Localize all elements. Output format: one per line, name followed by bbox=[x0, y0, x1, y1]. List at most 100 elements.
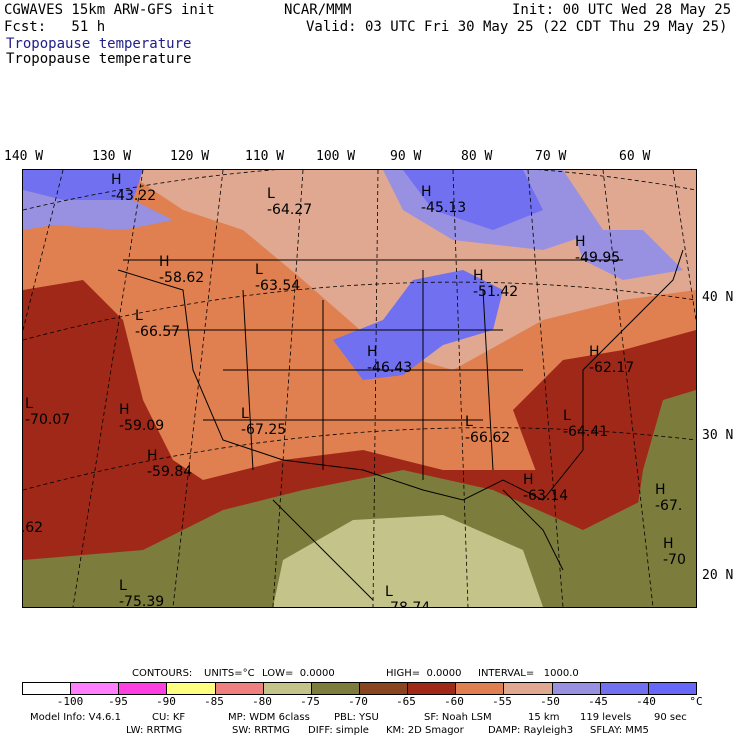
center-label: L -66.62 bbox=[465, 414, 511, 446]
model-info: SW: RRTMG bbox=[232, 725, 290, 736]
legend-tick: -90 bbox=[156, 695, 176, 708]
lon-label: 90 W bbox=[390, 149, 422, 164]
center-label: L -75.39 bbox=[119, 578, 165, 608]
model-info: SF: Noah LSM bbox=[424, 712, 492, 723]
init-time: Init: 00 UTC Wed 28 May 25 bbox=[512, 2, 732, 18]
valid-time: Valid: 03 UTC Fri 30 May 25 (22 CDT Thu … bbox=[306, 19, 728, 35]
legend-tick: -50 bbox=[540, 695, 560, 708]
legend-swatch bbox=[359, 683, 409, 694]
org-label: NCAR/MMM bbox=[284, 2, 352, 18]
legend-swatch bbox=[408, 683, 457, 694]
legend-swatch bbox=[215, 683, 264, 694]
center-label: L -64.27 bbox=[267, 186, 313, 218]
lon-label: 140 W bbox=[4, 149, 44, 164]
model-info: PBL: YSU bbox=[334, 712, 379, 723]
lon-label: 110 W bbox=[245, 149, 285, 164]
lon-label: 100 W bbox=[316, 149, 356, 164]
legend-tick: -45 bbox=[588, 695, 608, 708]
model-title: CGWAVES 15km ARW-GFS init bbox=[4, 2, 215, 18]
graticule bbox=[23, 170, 696, 607]
legend-swatch bbox=[23, 683, 72, 694]
field-subtitle: Tropopause temperature bbox=[6, 51, 192, 67]
center-label: H -59.84 bbox=[147, 448, 193, 480]
legend-tick: -40 bbox=[636, 695, 656, 708]
legend-swatch bbox=[167, 683, 216, 694]
center-label: L -67.25 bbox=[241, 406, 287, 438]
legend-swatch bbox=[71, 683, 120, 694]
lon-label: 130 W bbox=[92, 149, 132, 164]
contours-units: UNITS=°C bbox=[204, 668, 255, 679]
model-info: MP: WDM 6class bbox=[228, 712, 310, 723]
map-panel: H -43.22 L -64.27 H -45.13 H -58.62 L -63.54 … bbox=[22, 169, 697, 608]
lat-label: 30 N bbox=[702, 428, 734, 443]
model-info: KM: 2D Smagor bbox=[386, 725, 464, 736]
center-label: H -63.14 bbox=[523, 472, 569, 504]
center-label: H -67. bbox=[655, 482, 683, 514]
lat-label: 20 N bbox=[702, 568, 734, 583]
temp-band-minus45 bbox=[403, 170, 543, 230]
legend-swatch bbox=[456, 683, 505, 694]
center-label: H -58.62 bbox=[159, 254, 205, 286]
legend-unit: °C bbox=[689, 695, 703, 708]
center-label: L -66.57 bbox=[135, 308, 181, 340]
model-info: LW: RRTMG bbox=[126, 725, 183, 736]
center-label: H -46.43 bbox=[367, 344, 413, 376]
model-info: CU: KF bbox=[152, 712, 186, 723]
center-label: L -63.54 bbox=[255, 262, 301, 294]
legend-tick: -55 bbox=[492, 695, 512, 708]
center-label: H -43.22 bbox=[111, 172, 157, 204]
temp-band-minus45-nw bbox=[23, 170, 143, 200]
legend-swatch bbox=[600, 683, 649, 694]
center-label: H -59.09 bbox=[119, 402, 165, 434]
lon-label: 60 W bbox=[619, 149, 651, 164]
legend-tick: -70 bbox=[348, 695, 368, 708]
country-outlines bbox=[117, 249, 684, 601]
center-label: H -51.42 bbox=[473, 268, 519, 300]
temp-band-minus70-east bbox=[623, 390, 696, 607]
legend-tick: -85 bbox=[204, 695, 224, 708]
legend-tick: -80 bbox=[252, 695, 272, 708]
model-info: SFLAY: MM5 bbox=[590, 725, 649, 736]
center-label: H -49.95 bbox=[575, 234, 621, 266]
lat-label: 40 N bbox=[702, 290, 734, 305]
legend-tick: -75 bbox=[300, 695, 320, 708]
center-label: L -78.74 bbox=[385, 584, 431, 608]
temp-band-minus50-nw bbox=[23, 190, 173, 230]
center-label: L70.62 bbox=[22, 520, 44, 536]
lon-label: 120 W bbox=[170, 149, 210, 164]
contours-label: CONTOURS: bbox=[132, 668, 193, 679]
temp-band-minus45-central bbox=[333, 270, 503, 380]
lon-label: 80 W bbox=[461, 149, 493, 164]
contours-low: LOW= 0.0000 bbox=[262, 668, 335, 679]
legend-swatch bbox=[552, 683, 601, 694]
forecast-hour: Fcst: 51 h bbox=[4, 19, 106, 35]
field-title: Tropopause temperature bbox=[6, 36, 192, 52]
center-label: H -70 bbox=[663, 536, 686, 568]
legend-swatch bbox=[263, 683, 312, 694]
model-info: 90 sec bbox=[654, 712, 687, 723]
color-legend bbox=[22, 682, 697, 695]
temp-band-minus50-ne bbox=[573, 230, 683, 280]
legend-tick: -95 bbox=[108, 695, 128, 708]
model-info: 119 levels bbox=[580, 712, 632, 723]
legend-swatch bbox=[311, 683, 360, 694]
legend-swatch bbox=[504, 683, 553, 694]
center-label: H -45.13 bbox=[421, 184, 467, 216]
legend-swatch bbox=[648, 683, 696, 694]
legend-swatch bbox=[119, 683, 168, 694]
legend-tick: -100 bbox=[56, 695, 84, 708]
model-info: 15 km bbox=[528, 712, 560, 723]
model-info: Model Info: V4.6.1 bbox=[30, 712, 121, 723]
legend-tick: -60 bbox=[444, 695, 464, 708]
lon-label: 70 W bbox=[535, 149, 567, 164]
center-label: L -70.07 bbox=[25, 396, 71, 428]
center-label: L -64.41 bbox=[563, 408, 609, 440]
center-label: H -62.17 bbox=[589, 344, 635, 376]
tropopause-temperature-map bbox=[23, 170, 696, 607]
contours-interval: INTERVAL= 1000.0 bbox=[478, 668, 579, 679]
model-info: DIFF: simple bbox=[308, 725, 369, 736]
model-info: DAMP: Rayleigh3 bbox=[488, 725, 574, 736]
temp-band-minus75 bbox=[273, 515, 543, 607]
legend-tick: -65 bbox=[396, 695, 416, 708]
contours-high: HIGH= 0.0000 bbox=[386, 668, 462, 679]
